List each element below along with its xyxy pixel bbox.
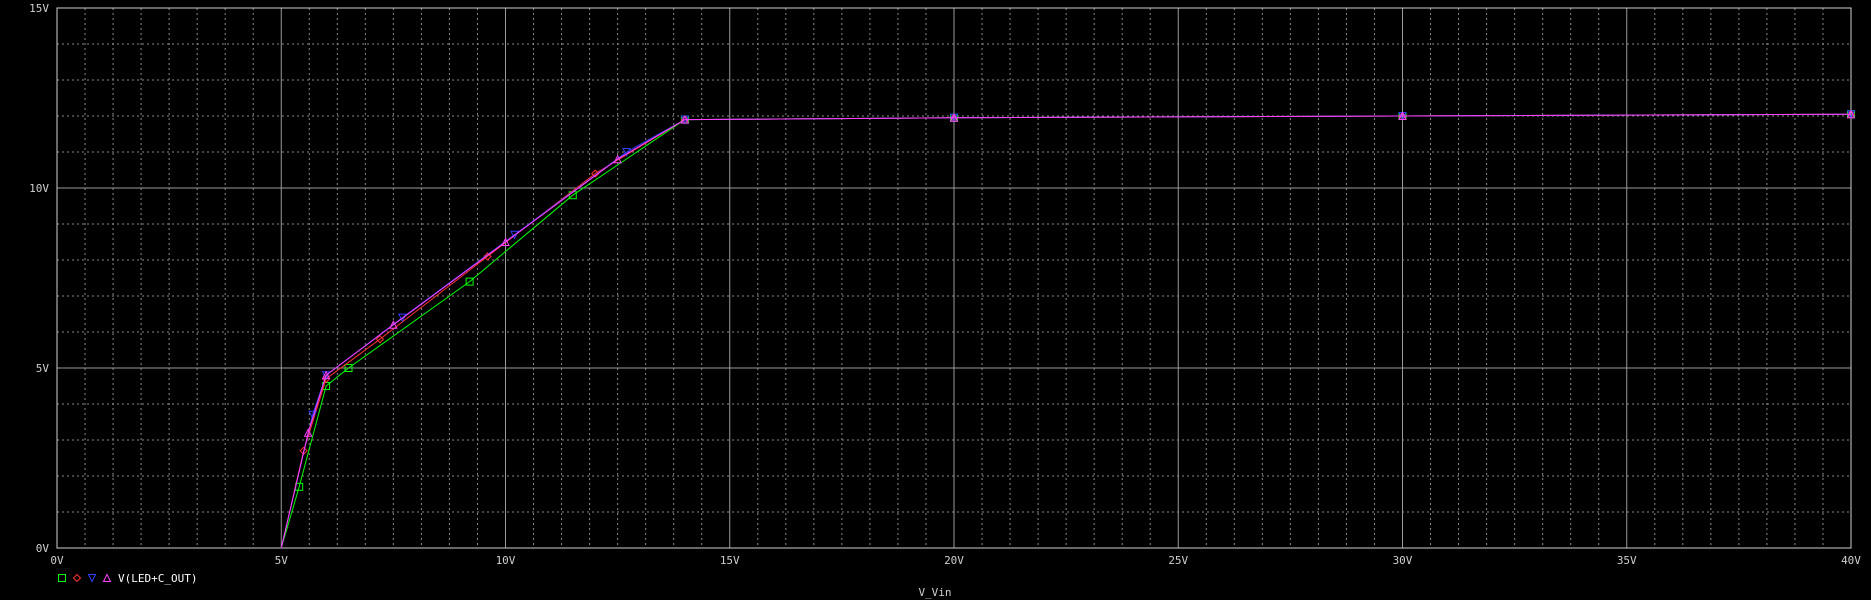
legend-marker-triangle-up — [102, 573, 112, 582]
x-axis-label: V_Vin — [918, 586, 951, 599]
data-point-triangle-up — [613, 154, 622, 164]
data-point-triangle-up — [501, 237, 510, 246]
legend-marker-triangle-down — [87, 574, 97, 583]
x-tick-label: 30V — [1393, 554, 1413, 567]
data-point-triangle-up — [389, 320, 398, 329]
tick-labels: 0V 5V 10V 15V 20V 25V 30V 35V 40V 0V 5V 10V 15V — [29, 2, 1861, 567]
legend-marker-square — [58, 574, 66, 582]
x-tick-label: 25V — [1168, 554, 1188, 567]
data-point-triangle-up — [680, 114, 690, 124]
x-tick-label: 35V — [1617, 554, 1637, 567]
x-tick-label: 0V — [50, 554, 64, 567]
data-point-triangle-down — [510, 230, 519, 240]
y-tick-label: 10V — [29, 182, 49, 195]
data-point-square — [344, 364, 353, 372]
x-tick-label: 10V — [496, 554, 516, 567]
axes — [56, 7, 1852, 549]
data-point-diamond — [590, 169, 600, 178]
legend-markers — [58, 573, 112, 583]
series-line-triangle-up — [280, 113, 1852, 549]
x-tick-label: 5V — [275, 554, 289, 567]
plot-border — [56, 7, 1852, 549]
x-tick-label: 40V — [1841, 554, 1861, 567]
data-point-triangle-up — [1846, 109, 1856, 119]
legend: V(LED+C_OUT) — [58, 572, 197, 585]
data-point-triangle-up — [1398, 111, 1407, 120]
x-tick-label: 15V — [720, 554, 740, 567]
legend-marker-diamond — [72, 573, 82, 583]
data-point-triangle-up — [303, 428, 313, 437]
data-point-triangle-up — [949, 113, 959, 122]
y-tick-label: 0V — [36, 542, 50, 555]
data-point-square — [465, 277, 474, 286]
data-point-triangle-down — [398, 313, 407, 323]
data-point-diamond — [375, 334, 385, 344]
y-tick-label: 15V — [29, 2, 49, 15]
legend-label: V(LED+C_OUT) — [118, 572, 197, 585]
y-tick-label: 5V — [36, 362, 50, 375]
data-point-triangle-down — [308, 410, 317, 420]
data-point-triangle-up — [321, 370, 331, 380]
series-group — [280, 109, 1856, 549]
x-tick-label: 20V — [944, 554, 964, 567]
series-triangle-up — [280, 109, 1856, 549]
data-point-triangle-down — [622, 148, 631, 157]
data-point-diamond — [483, 252, 492, 261]
data-point-diamond — [321, 374, 331, 384]
